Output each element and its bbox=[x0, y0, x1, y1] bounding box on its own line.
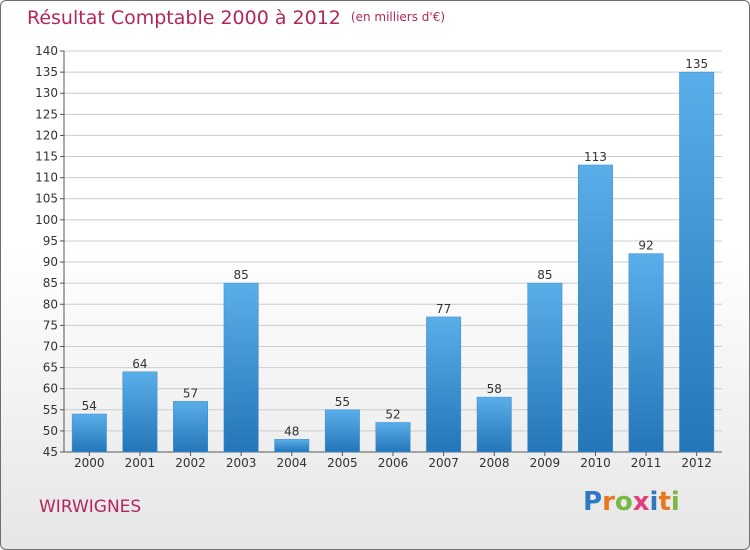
data-label-2001: 64 bbox=[132, 357, 147, 371]
data-label-2006: 52 bbox=[385, 407, 400, 421]
bar-2004 bbox=[274, 439, 310, 453]
data-label-2011: 92 bbox=[638, 239, 653, 253]
logo-letter: x bbox=[632, 487, 650, 517]
y-tick-label: 100 bbox=[35, 213, 58, 227]
logo-letter: P bbox=[583, 487, 603, 517]
x-tick-label-2002: 2002 bbox=[175, 456, 206, 470]
chart-title: Résultat Comptable 2000 à 2012 (en millie… bbox=[27, 7, 445, 29]
x-tick-label-2005: 2005 bbox=[327, 456, 358, 470]
bar-2011 bbox=[628, 253, 664, 453]
y-tick-label: 60 bbox=[43, 382, 58, 396]
y-tick-label: 65 bbox=[43, 361, 58, 375]
bar-2000 bbox=[71, 413, 107, 453]
y-tick-label: 140 bbox=[35, 44, 58, 58]
y-tick-label: 130 bbox=[35, 86, 58, 100]
y-tick-label: 125 bbox=[35, 107, 58, 121]
y-tick-label: 45 bbox=[43, 445, 58, 459]
data-label-2002: 57 bbox=[183, 386, 198, 400]
logo-letter: r bbox=[602, 487, 615, 517]
x-tick-label-2011: 2011 bbox=[631, 456, 662, 470]
y-tick-label: 115 bbox=[35, 150, 58, 164]
y-tick-label: 90 bbox=[43, 255, 58, 269]
data-label-2000: 54 bbox=[82, 399, 97, 413]
data-label-2003: 85 bbox=[234, 268, 249, 282]
bar-2008 bbox=[476, 396, 512, 453]
bar-2007 bbox=[426, 316, 462, 453]
x-tick-label-2006: 2006 bbox=[378, 456, 409, 470]
data-label-2005: 55 bbox=[335, 395, 350, 409]
y-tick-label: 120 bbox=[35, 128, 58, 142]
data-label-2012: 135 bbox=[685, 57, 708, 71]
y-tick-label: 70 bbox=[43, 339, 58, 353]
x-tick-label-2010: 2010 bbox=[580, 456, 611, 470]
data-label-2004: 48 bbox=[284, 424, 299, 438]
bar-2012 bbox=[679, 71, 715, 453]
logo-letter: i bbox=[670, 487, 680, 517]
bar-2006 bbox=[375, 422, 411, 453]
x-tick-label-2008: 2008 bbox=[479, 456, 510, 470]
logo-letter: o bbox=[614, 487, 633, 517]
y-tick-label: 80 bbox=[43, 297, 58, 311]
bar-2009 bbox=[527, 282, 563, 453]
data-label-2010: 113 bbox=[584, 150, 607, 164]
x-tick-label-2004: 2004 bbox=[276, 456, 307, 470]
bar-2010 bbox=[578, 164, 613, 453]
x-tick-label-2012: 2012 bbox=[681, 456, 712, 470]
y-tick-label: 95 bbox=[43, 234, 58, 248]
commune-name: WIRWIGNES bbox=[39, 497, 142, 517]
y-tick-label: 55 bbox=[43, 403, 58, 417]
bar-2003 bbox=[223, 282, 259, 453]
data-label-2008: 58 bbox=[487, 382, 502, 396]
y-tick-label: 105 bbox=[35, 192, 58, 206]
logo-letter: t bbox=[658, 487, 671, 517]
y-tick-label: 110 bbox=[35, 171, 58, 185]
x-tick-label-2000: 2000 bbox=[74, 456, 105, 470]
proxiti-logo: Proxiti bbox=[583, 487, 680, 517]
x-tick-label-2001: 2001 bbox=[125, 456, 156, 470]
logo-letter: i bbox=[649, 487, 659, 517]
chart-title-text: Résultat Comptable 2000 à 2012 bbox=[27, 7, 341, 29]
x-tick-label-2007: 2007 bbox=[428, 456, 459, 470]
bar-2002 bbox=[173, 401, 208, 453]
y-tick-label: 50 bbox=[43, 424, 58, 438]
x-tick-label-2003: 2003 bbox=[226, 456, 257, 470]
y-tick-label: 75 bbox=[43, 318, 58, 332]
data-label-2009: 85 bbox=[537, 268, 552, 282]
chart-subtitle: (en milliers d'€) bbox=[350, 10, 446, 24]
data-label-2007: 77 bbox=[436, 302, 451, 316]
bar-2001 bbox=[122, 371, 158, 453]
y-tick-label: 85 bbox=[43, 276, 58, 290]
bar-2005 bbox=[324, 409, 360, 453]
x-tick-label-2009: 2009 bbox=[530, 456, 561, 470]
y-tick-label: 135 bbox=[35, 65, 58, 79]
